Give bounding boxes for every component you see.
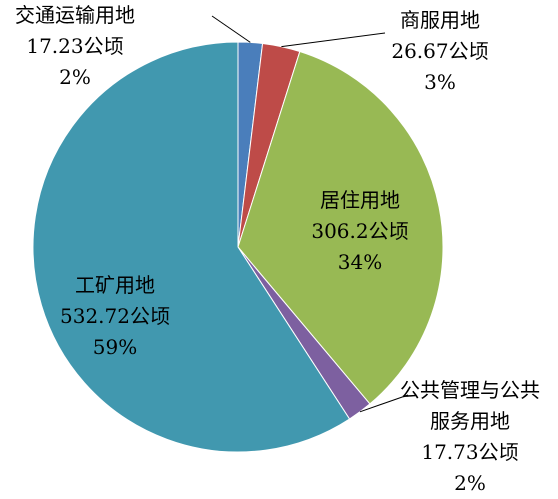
value-label: 17.23公顷 (26, 34, 124, 58)
value-label: 306.2公顷 (311, 219, 409, 243)
value-label: 17.73公顷 (421, 440, 519, 464)
value-label: 532.72公顷 (60, 304, 170, 328)
pie-slice (237, 50, 444, 405)
slice-label: 居住用地 306.2公顷 34% (290, 185, 430, 278)
slice-label: 交通运输用地 17.23公顷 2% (0, 0, 150, 93)
leader-line (359, 394, 409, 413)
category-label: 公共管理与公共服务用地 (400, 378, 540, 433)
category-label: 工矿用地 (75, 273, 155, 297)
percent-label: 2% (454, 471, 486, 495)
slice-label: 工矿用地 532.72公顷 59% (40, 270, 190, 363)
slice-label: 公共管理与公共服务用地 17.73公顷 2% (395, 375, 545, 499)
leader-line (211, 15, 251, 43)
percent-label: 2% (59, 65, 91, 89)
percent-label: 59% (92, 335, 138, 359)
category-label: 商服用地 (400, 8, 480, 32)
percent-label: 34% (337, 250, 383, 274)
slice-label: 商服用地 26.67公顷 3% (370, 5, 510, 98)
percent-label: 3% (424, 70, 456, 94)
leader-line (281, 32, 386, 48)
pie-slice (32, 41, 351, 453)
value-label: 26.67公顷 (391, 39, 489, 63)
category-label: 交通运输用地 (15, 3, 135, 27)
category-label: 居住用地 (320, 188, 400, 212)
